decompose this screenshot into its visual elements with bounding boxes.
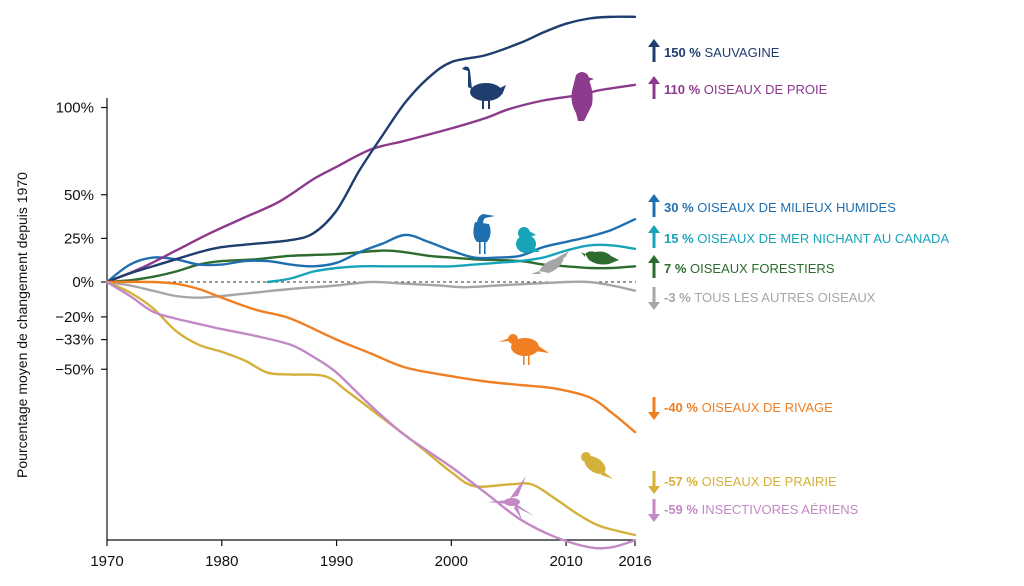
series-label: 15 % OISEAUX DE MER NICHANT AU CANADA: [664, 231, 949, 246]
heron-icon: [473, 214, 495, 254]
series-pct: 150 %: [664, 45, 704, 60]
series-name: OISEAUX DE PRAIRIE: [702, 474, 837, 489]
y-tick-label: 50%: [64, 187, 94, 204]
down-arrow-icon: [648, 287, 660, 310]
meadowlark-icon: [581, 452, 613, 479]
series-name: OISEAUX DE MER NICHANT AU CANADA: [697, 231, 949, 246]
series-pct: -40 %: [664, 400, 702, 415]
series-pct: -57 %: [664, 474, 702, 489]
up-arrow-icon: [648, 225, 660, 248]
series-name: OISEAUX DE RIVAGE: [702, 400, 834, 415]
puffin-icon: [516, 227, 540, 253]
series-pct: 15 %: [664, 231, 697, 246]
x-tick-label: 2000: [435, 553, 468, 570]
series-label: -3 % TOUS LES AUTRES OISEAUX: [664, 290, 876, 305]
series-lines: [105, 15, 637, 550]
raptor-icon: [571, 72, 594, 121]
series-label: -40 % OISEAUX DE RIVAGE: [664, 400, 833, 415]
series-name: OISEAUX DE PROIE: [704, 82, 828, 97]
down-arrow-icon: [648, 471, 660, 494]
down-arrow-icon: [648, 499, 660, 522]
series-pct: -59 %: [664, 502, 702, 517]
series-label: 110 % OISEAUX DE PROIE: [664, 82, 828, 97]
goose-icon: [462, 66, 506, 109]
y-tick-label: 100%: [56, 100, 94, 117]
series-line-oiseaux-de-prairie: [105, 280, 637, 537]
swallow-icon: [488, 476, 534, 520]
series-line-insectivores-a-riens: [105, 280, 637, 550]
series-label: 7 % OISEAUX FORESTIERS: [664, 261, 835, 276]
y-tick-label: −33%: [55, 332, 94, 349]
series-pct: -3 %: [664, 290, 694, 305]
y-tick-label: −20%: [55, 309, 94, 326]
series-line-oiseaux-forestiers: [105, 249, 637, 284]
series-line-sauvagine: [105, 15, 637, 284]
series-pct: 7 %: [664, 261, 690, 276]
series-name: TOUS LES AUTRES OISEAUX: [694, 290, 875, 305]
series-name: SAUVAGINE: [704, 45, 779, 60]
series-name: OISEAUX FORESTIERS: [690, 261, 835, 276]
series-label: 150 % SAUVAGINE: [664, 45, 780, 60]
series-labels: 150 % SAUVAGINE 110 % OISEAUX DE PROIE 30 …: [648, 39, 949, 522]
x-tick-label: 1970: [90, 553, 123, 570]
shorebird-icon: [499, 334, 549, 365]
axes: 100% 50% 25% 0% −20% −33% −50% 1970 1980 1990 2000…: [14, 98, 652, 570]
gray-bird-icon: [531, 251, 569, 274]
series-pct: 30 %: [664, 200, 697, 215]
series-name: INSECTIVORES AÉRIENS: [702, 502, 859, 517]
songbird-icon: [581, 251, 619, 265]
y-axis-title: Pourcentage moyen de changement depuis 1…: [14, 172, 30, 478]
series-label: -57 % OISEAUX DE PRAIRIE: [664, 474, 837, 489]
y-tick-label: 25%: [64, 230, 94, 247]
series-line-oiseaux-de-proie: [105, 83, 637, 284]
x-tick-label: 1990: [320, 553, 353, 570]
series-line-oiseaux-de-milieux-humides: [105, 218, 637, 284]
series-label: 30 % OISEAUX DE MILIEUX HUMIDES: [664, 200, 896, 215]
x-tick-label: 2010: [549, 553, 582, 570]
series-line-oiseaux-de-rivage: [105, 280, 637, 434]
series-line-oiseaux-de-mer-nichant-au-canada: [266, 243, 637, 284]
up-arrow-icon: [648, 255, 660, 278]
up-arrow-icon: [648, 39, 660, 62]
bird-icons: [462, 66, 619, 520]
up-arrow-icon: [648, 194, 660, 217]
x-tick-label: 1980: [205, 553, 238, 570]
x-tick-label: 2016: [618, 553, 651, 570]
series-label: -59 % INSECTIVORES AÉRIENS: [664, 502, 859, 517]
y-tick-label: 0%: [72, 274, 94, 291]
series-pct: 110 %: [664, 82, 704, 97]
up-arrow-icon: [648, 76, 660, 99]
y-tick-label: −50%: [55, 361, 94, 378]
down-arrow-icon: [648, 397, 660, 420]
series-line-tous-les-autres-oiseaux: [105, 280, 637, 299]
series-name: OISEAUX DE MILIEUX HUMIDES: [697, 200, 896, 215]
